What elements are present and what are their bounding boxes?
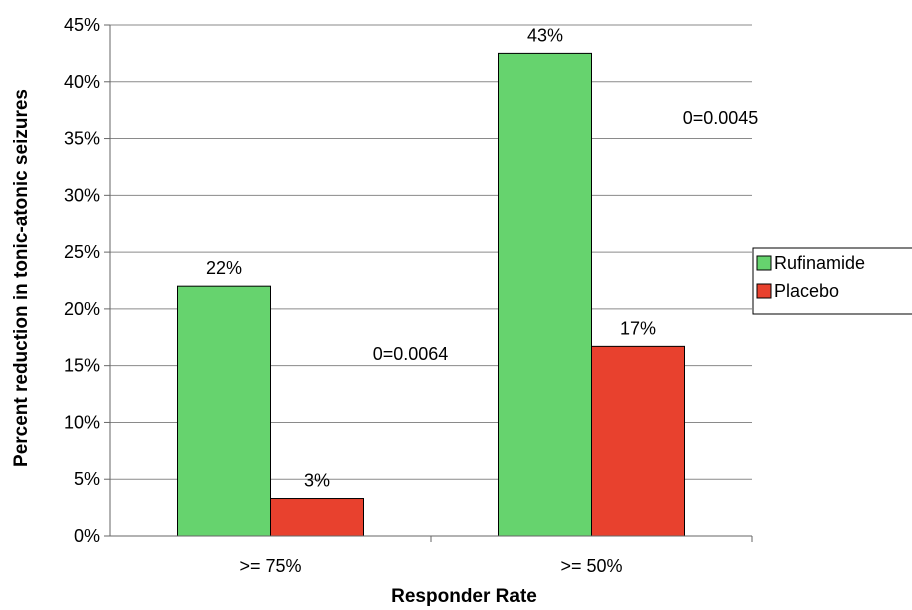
legend-label-placebo: Placebo xyxy=(774,281,839,301)
p-value-annotation: 0=0.0064 xyxy=(373,344,449,364)
y-tick-label: 20% xyxy=(64,299,100,319)
bars xyxy=(177,52,685,537)
legend-frame xyxy=(752,247,912,315)
data-labels: 22% 3% 43% 17% xyxy=(206,25,656,490)
x-category-labels: >= 75% >= 50% xyxy=(239,556,622,576)
bar-placebo xyxy=(270,498,364,537)
y-tick-label: 45% xyxy=(64,15,100,35)
y-tick-label: 15% xyxy=(64,356,100,376)
bar-rufinamide xyxy=(177,285,271,537)
y-tick-label: 40% xyxy=(64,72,100,92)
data-label: 43% xyxy=(527,25,563,45)
data-label: 22% xyxy=(206,258,242,278)
data-label: 3% xyxy=(304,471,330,491)
y-axis-title: Percent reduction in tonic-atonic seizur… xyxy=(11,89,32,467)
legend: Rufinamide Placebo xyxy=(752,247,912,315)
x-axis-title: Responder Rate xyxy=(391,586,537,607)
y-tick-label: 0% xyxy=(74,526,100,546)
annotations: 0=0.0064 0=0.0045 xyxy=(373,108,759,364)
y-tick-label: 10% xyxy=(64,412,100,432)
y-tick-label: 30% xyxy=(64,185,100,205)
x-category-label: >= 50% xyxy=(560,556,622,576)
data-label: 17% xyxy=(620,318,656,338)
legend-swatch-rufinamide xyxy=(756,255,772,271)
y-tick-label: 35% xyxy=(64,129,100,149)
x-category-label: >= 75% xyxy=(239,556,301,576)
p-value-annotation: 0=0.0045 xyxy=(683,108,759,128)
bar-placebo xyxy=(591,345,685,537)
axes xyxy=(104,24,753,542)
legend-swatch-placebo xyxy=(756,283,772,299)
legend-label-rufinamide: Rufinamide xyxy=(774,253,865,273)
y-tick-label: 5% xyxy=(74,469,100,489)
y-tick-labels: 0% 5% 10% 15% 20% 25% 30% 35% 40% 45% xyxy=(64,15,100,546)
y-tick-label: 25% xyxy=(64,242,100,262)
bar-rufinamide xyxy=(498,52,592,537)
